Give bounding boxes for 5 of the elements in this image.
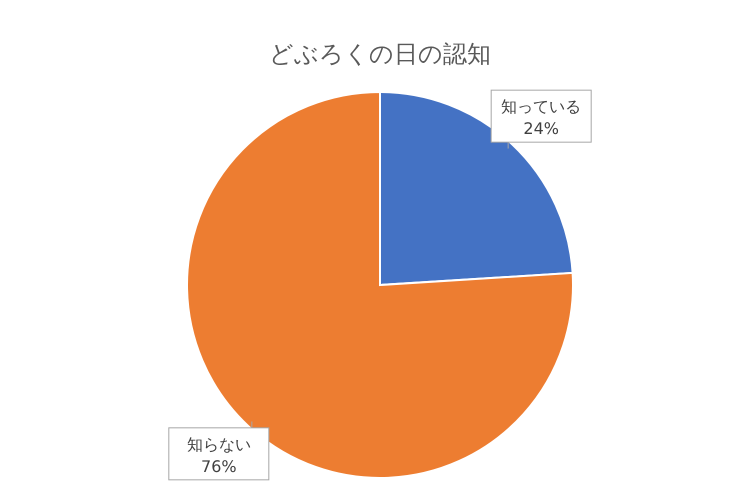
chart-title: どぶろくの日の認知 <box>269 40 491 68</box>
data-label: 24% <box>523 119 559 138</box>
slice-label: 知らない <box>186 434 251 454</box>
slice-label: 知っている <box>501 97 582 116</box>
data-label: 76% <box>201 456 237 476</box>
